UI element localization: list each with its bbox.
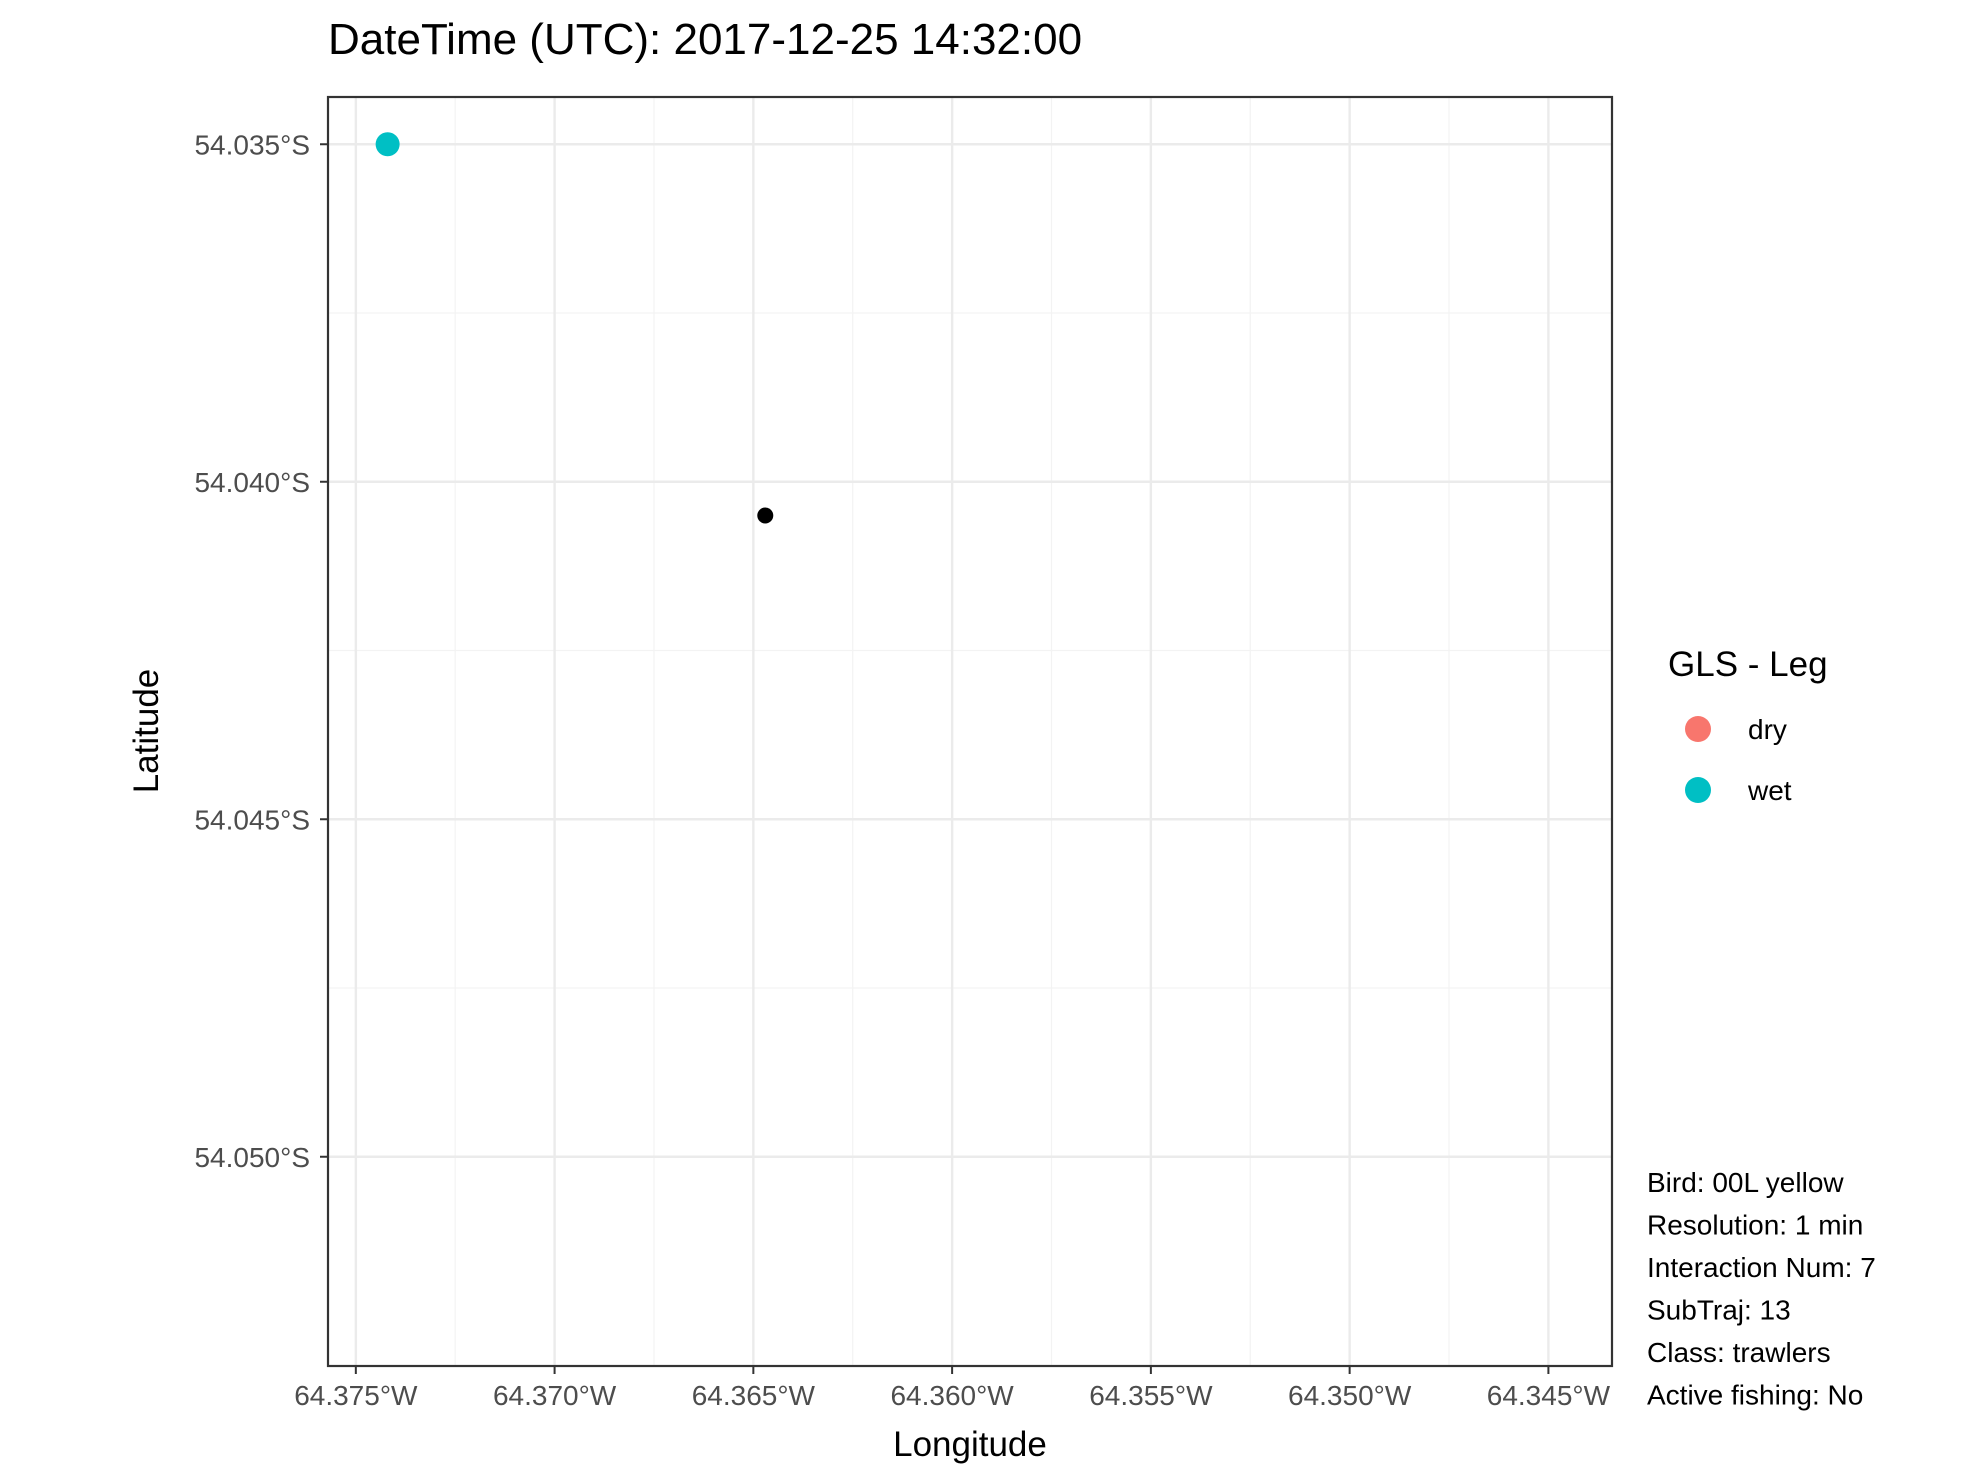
plot-panel-border — [326, 95, 1614, 1368]
chart-title: DateTime (UTC): 2017-12-25 14:32:00 — [328, 15, 1082, 64]
y-tick-label: 54.040°S — [194, 467, 310, 498]
bird-info-caption: Bird: 00L yellow Resolution: 1 min Interac… — [1647, 1167, 1876, 1411]
x-tick-label: 64.375°W — [294, 1380, 418, 1411]
x-axis-title: Longitude — [893, 1425, 1047, 1464]
caption-line: Active fishing: No — [1647, 1380, 1863, 1411]
x-tick-label: 64.355°W — [1089, 1380, 1213, 1411]
caption-line: Bird: 00L yellow — [1647, 1167, 1844, 1198]
caption-line: Interaction Num: 7 — [1647, 1252, 1876, 1283]
y-axis: 54.035°S 54.040°S 54.045°S 54.050°S — [194, 129, 328, 1173]
x-tick-label: 64.350°W — [1288, 1380, 1412, 1411]
legend-label-dry: dry — [1748, 714, 1787, 745]
y-tick-label: 54.045°S — [194, 804, 310, 835]
plot-panel-background — [328, 97, 1612, 1366]
caption-line: Resolution: 1 min — [1647, 1210, 1863, 1241]
x-tick-label: 64.365°W — [692, 1380, 816, 1411]
data-point — [757, 507, 774, 524]
caption-line: SubTraj: 13 — [1647, 1295, 1791, 1326]
x-axis: 64.375°W 64.370°W 64.365°W 64.360°W 64.355°W… — [294, 1366, 1611, 1411]
data-point — [375, 132, 400, 157]
x-tick-label: 64.370°W — [493, 1380, 617, 1411]
data-points — [375, 132, 774, 524]
legend: GLS - Leg dry wet — [1668, 645, 1828, 806]
legend-key-dry — [1685, 716, 1711, 742]
y-tick-label: 54.035°S — [194, 129, 310, 160]
legend-label-wet: wet — [1747, 775, 1792, 806]
x-tick-label: 64.360°W — [890, 1380, 1014, 1411]
y-tick-label: 54.050°S — [194, 1142, 310, 1173]
grid-lines — [328, 97, 1612, 1366]
legend-title: GLS - Leg — [1668, 645, 1828, 684]
x-tick-label: 64.345°W — [1487, 1380, 1611, 1411]
y-axis-title: Latitude — [127, 669, 166, 794]
legend-key-wet — [1685, 777, 1711, 803]
caption-line: Class: trawlers — [1647, 1337, 1831, 1368]
